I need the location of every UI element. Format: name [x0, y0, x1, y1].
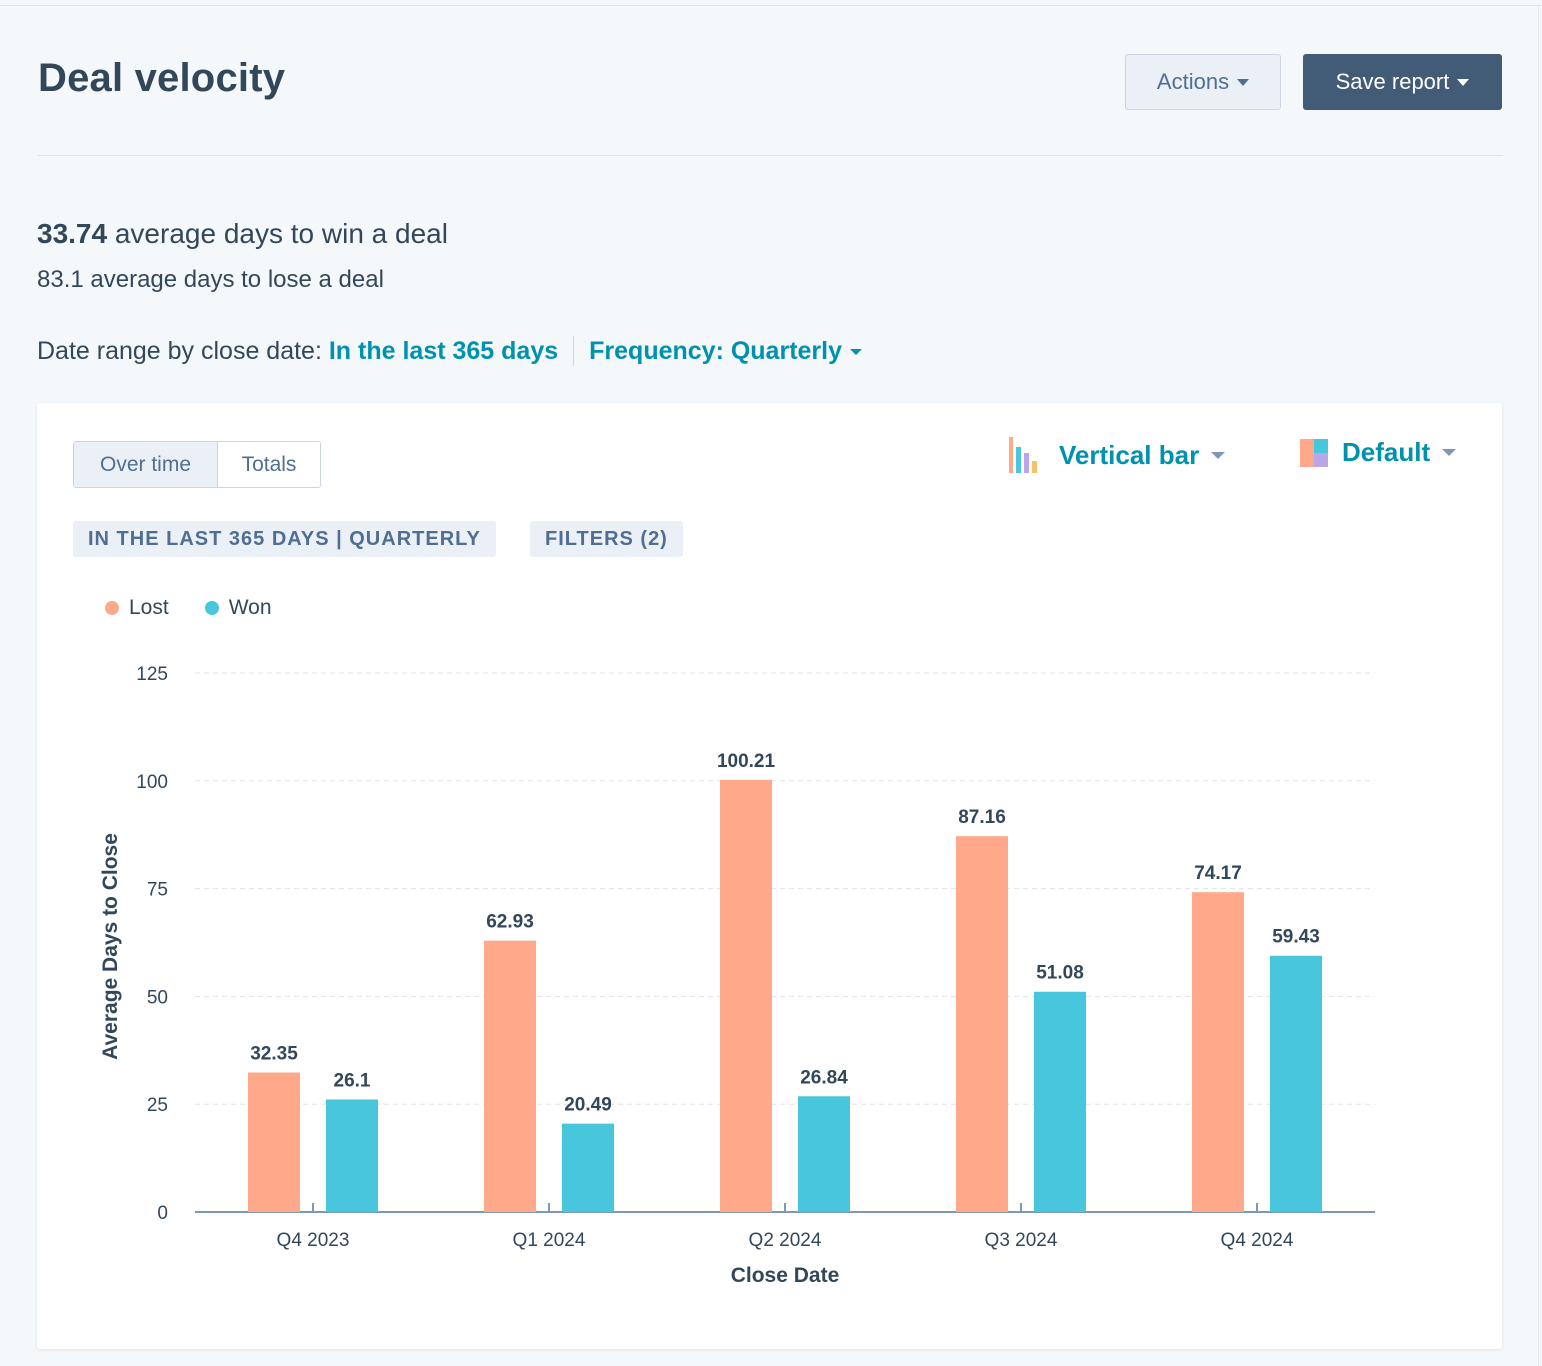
bar-won — [798, 1096, 850, 1212]
bar-lost — [1192, 892, 1244, 1212]
color-palette-icon — [1300, 438, 1328, 467]
view-toggle: Over time Totals — [73, 441, 321, 488]
actions-button-label: Actions — [1156, 69, 1230, 94]
data-label: 100.21 — [717, 751, 776, 772]
data-label: 74.17 — [1194, 863, 1242, 884]
save-report-button[interactable]: Save report — [1303, 54, 1502, 110]
kpi-win-value: 33.74 — [37, 218, 108, 249]
data-label: 62.93 — [486, 912, 534, 933]
data-label: 87.16 — [958, 807, 1006, 828]
legend-item-won[interactable]: Won — [204, 596, 272, 620]
chart-type-dropdown[interactable]: Vertical bar — [1007, 437, 1226, 473]
caret-down-icon — [1237, 78, 1250, 86]
bar-chart: 0 25 50 75 100 125 Q4 2023 32.35 26.1 Q1 2024 62.9… — [99, 664, 1375, 1287]
y-axis-title: Average Days to Close — [99, 833, 122, 1060]
legend-item-lost[interactable]: Lost — [105, 596, 169, 620]
bar-won — [562, 1123, 614, 1212]
bar-lost — [248, 1072, 300, 1212]
kpi-win: 33.74 average days to win a deal — [37, 218, 448, 250]
x-tick-label: Q4 2023 — [277, 1230, 350, 1251]
y-tick-label: 50 — [147, 987, 168, 1008]
x-tick-label: Q3 2024 — [985, 1230, 1058, 1251]
bar-won — [326, 1099, 378, 1212]
chart-card: Over time Totals Vertical bar Default IN… — [37, 403, 1502, 1349]
y-tick-label: 100 — [136, 772, 168, 793]
y-tick-label: 125 — [136, 664, 168, 685]
x-tick-label: Q1 2024 — [513, 1230, 586, 1251]
data-label: 59.43 — [1272, 927, 1320, 948]
frequency-label: Frequency: Quarterly — [589, 336, 842, 365]
date-range-link[interactable]: In the last 365 days — [328, 336, 559, 365]
header-divider — [37, 155, 1503, 156]
bar-lost — [720, 779, 772, 1212]
right-border — [1538, 5, 1539, 1366]
legend-label-lost: Lost — [129, 596, 169, 619]
top-border — [0, 5, 1542, 6]
legend-dot-lost — [105, 601, 119, 615]
y-tick-label: 75 — [147, 880, 168, 901]
bar-won — [1034, 991, 1086, 1212]
color-scheme-label: Default — [1342, 437, 1431, 467]
y-tick-label: 0 — [157, 1203, 168, 1224]
legend-dot-won — [204, 601, 219, 615]
data-label: 20.49 — [564, 1095, 612, 1116]
legend-label-won: Won — [228, 596, 272, 619]
date-range-label: Date range by close date: — [37, 336, 329, 365]
bar-lost — [484, 940, 536, 1212]
bar-chart-icon — [1009, 437, 1037, 473]
data-label: 51.08 — [1036, 963, 1084, 984]
color-scheme-dropdown[interactable]: Default — [1300, 437, 1457, 468]
chart-legend: Lost Won — [105, 596, 308, 620]
x-tick-label: Q2 2024 — [749, 1230, 822, 1251]
y-tick-label: 25 — [147, 1095, 168, 1116]
caret-down-icon — [850, 348, 862, 355]
data-label: 32.35 — [250, 1044, 298, 1065]
chart-type-label: Vertical bar — [1059, 439, 1200, 470]
kpi-lose: 83.1 average days to lose a deal — [37, 266, 384, 293]
data-label: 26.84 — [800, 1067, 848, 1088]
filters-tag[interactable]: FILTERS (2) — [530, 521, 683, 557]
save-report-button-label: Save report — [1335, 69, 1450, 94]
data-label: 26.1 — [334, 1070, 371, 1091]
kpi-win-text: average days to win a deal — [114, 218, 448, 249]
caret-down-icon — [1211, 451, 1226, 459]
bar-lost — [956, 836, 1008, 1212]
actions-button[interactable]: Actions — [1125, 54, 1281, 110]
date-range-tag[interactable]: IN THE LAST 365 DAYS | QUARTERLY — [73, 521, 496, 557]
bar-won — [1270, 955, 1322, 1212]
x-tick-label: Q4 2024 — [1221, 1230, 1294, 1251]
tab-over-time[interactable]: Over time — [74, 442, 218, 487]
page-title: Deal velocity — [38, 56, 286, 100]
caret-down-icon — [1442, 449, 1457, 456]
x-axis-title: Close Date — [731, 1264, 840, 1287]
frequency-dropdown[interactable]: Frequency: Quarterly — [589, 337, 862, 366]
date-range-row: Date range by close date: In the last 36… — [37, 336, 862, 366]
tab-totals[interactable]: Totals — [218, 442, 320, 487]
separator — [573, 336, 575, 366]
caret-down-icon — [1457, 78, 1470, 86]
